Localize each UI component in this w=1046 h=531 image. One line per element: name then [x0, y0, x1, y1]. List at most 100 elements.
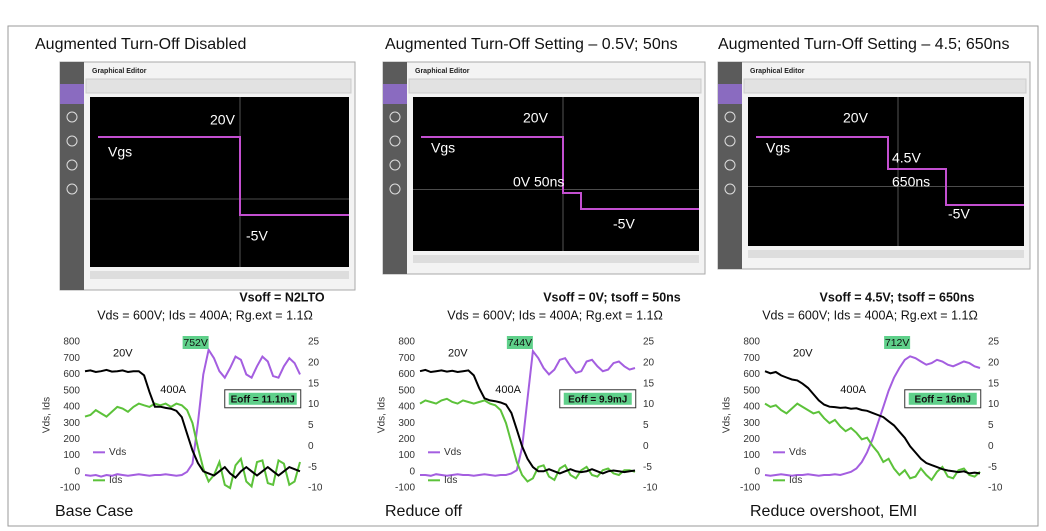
y2-tick-label: -10: [988, 483, 1003, 494]
y-tick-label: 800: [743, 337, 760, 348]
y-tick-label: 0: [74, 466, 80, 477]
legend-label: Vds: [109, 447, 126, 458]
legend-label: Vds: [444, 447, 461, 458]
caption: Reduce off: [385, 503, 463, 520]
annotation: 400A: [160, 384, 186, 396]
editor-sidebar-active: [60, 84, 84, 104]
legend-label: Ids: [109, 475, 122, 486]
y-tick-label: -100: [60, 483, 80, 494]
editor-label: -5V: [613, 216, 635, 232]
y2-tick-label: 0: [988, 441, 994, 452]
annotation: 400A: [495, 384, 521, 396]
editor-sidebar-active: [718, 84, 742, 104]
editor-label: 20V: [843, 110, 869, 126]
y-tick-label: 400: [743, 402, 760, 413]
editor-scrollbar: [90, 271, 349, 279]
condition: Vsoff = N2LTO: [239, 290, 325, 304]
y-tick-label: 400: [63, 402, 80, 413]
editor-toolbar: [409, 79, 701, 93]
y-tick-label: 600: [63, 369, 80, 380]
condition: Vsoff = 0V; tsoff = 50ns: [543, 290, 681, 304]
y-axis-label: Vds, Ids: [377, 397, 388, 433]
y-tick-label: 600: [743, 369, 760, 380]
editor-scrollbar: [748, 250, 1024, 258]
editor-sidebar-active: [383, 84, 407, 104]
y2-tick-label: 10: [988, 399, 1000, 410]
y-tick-label: 700: [63, 353, 80, 364]
y-axis-label: Vds, Ids: [42, 397, 53, 433]
y2-tick-label: 20: [988, 357, 1000, 368]
editor-scrollbar: [413, 255, 699, 263]
editor-plot-bg: [748, 97, 1024, 246]
y-tick-label: 100: [63, 450, 80, 461]
y-tick-label: 0: [754, 466, 760, 477]
y-tick-label: -100: [395, 483, 415, 494]
legend-label: Ids: [444, 475, 457, 486]
y-tick-label: -100: [740, 483, 760, 494]
y-tick-label: 500: [743, 385, 760, 396]
editor-title: Graphical Editor: [92, 68, 147, 75]
legend-label: Ids: [789, 475, 802, 486]
editor-label: Vgs: [431, 140, 455, 156]
annotation: Eoff = 9.9mJ: [568, 394, 627, 405]
y2-tick-label: 15: [308, 378, 320, 389]
editor-label: Vgs: [766, 140, 790, 156]
y-tick-label: 700: [398, 353, 415, 364]
y-tick-label: 200: [743, 434, 760, 445]
legend-label: Vds: [789, 447, 806, 458]
editor-title: Graphical Editor: [750, 68, 805, 75]
annotation: 400A: [840, 384, 866, 396]
y2-tick-label: 10: [308, 399, 320, 410]
y-tick-label: 600: [398, 369, 415, 380]
editor-label: 20V: [210, 112, 236, 128]
caption: Reduce overshoot, EMI: [750, 503, 917, 520]
caption: Base Case: [55, 503, 133, 520]
editor-label: 20V: [523, 110, 549, 126]
editor-toolbar: [86, 79, 351, 93]
y-tick-label: 0: [409, 466, 415, 477]
y2-tick-label: 15: [988, 378, 1000, 389]
y-tick-label: 300: [743, 418, 760, 429]
y2-tick-label: -5: [988, 462, 997, 473]
panel-title: Augmented Turn-Off Setting – 4.5; 650ns: [718, 36, 1009, 53]
y-tick-label: 200: [398, 434, 415, 445]
y2-tick-label: -5: [643, 462, 652, 473]
y2-tick-label: 5: [988, 420, 994, 431]
y2-tick-label: 20: [643, 357, 655, 368]
annotation: 752V: [183, 337, 208, 349]
y2-tick-label: 10: [643, 399, 655, 410]
editor-label: 0V 50ns: [513, 174, 564, 190]
y-tick-label: 400: [398, 402, 415, 413]
y-tick-label: 100: [398, 450, 415, 461]
y2-tick-label: 0: [643, 441, 649, 452]
panel-title: Augmented Turn-Off Disabled: [35, 36, 246, 53]
editor-label: 650ns: [892, 174, 930, 190]
y-tick-label: 800: [398, 337, 415, 348]
annotation: 20V: [448, 347, 468, 359]
annotation: 20V: [113, 347, 133, 359]
parameters: Vds = 600V; Ids = 400A; Rg.ext = 1.1Ω: [447, 308, 663, 322]
editor-label: -5V: [246, 228, 268, 244]
annotation: Eoff = 11.1mJ: [231, 394, 295, 405]
editor-title: Graphical Editor: [415, 68, 470, 75]
editor-label: Vgs: [108, 144, 132, 160]
y-tick-label: 300: [63, 418, 80, 429]
y-axis-label: Vds, Ids: [722, 397, 733, 433]
annotation: 712V: [885, 337, 910, 349]
y-tick-label: 700: [743, 353, 760, 364]
y2-tick-label: 5: [308, 420, 314, 431]
y2-tick-label: 5: [643, 420, 649, 431]
y-tick-label: 300: [398, 418, 415, 429]
editor-label: 4.5V: [892, 150, 921, 166]
y2-tick-label: 20: [308, 357, 320, 368]
y2-tick-label: 0: [308, 441, 314, 452]
y2-tick-label: -10: [643, 483, 658, 494]
annotation: 20V: [793, 347, 813, 359]
y2-tick-label: 15: [643, 378, 655, 389]
panel-title: Augmented Turn-Off Setting – 0.5V; 50ns: [385, 36, 678, 53]
y-tick-label: 100: [743, 450, 760, 461]
parameters: Vds = 600V; Ids = 400A; Rg.ext = 1.1Ω: [97, 308, 313, 322]
y2-tick-label: -10: [308, 483, 323, 494]
y2-tick-label: 25: [308, 337, 320, 348]
